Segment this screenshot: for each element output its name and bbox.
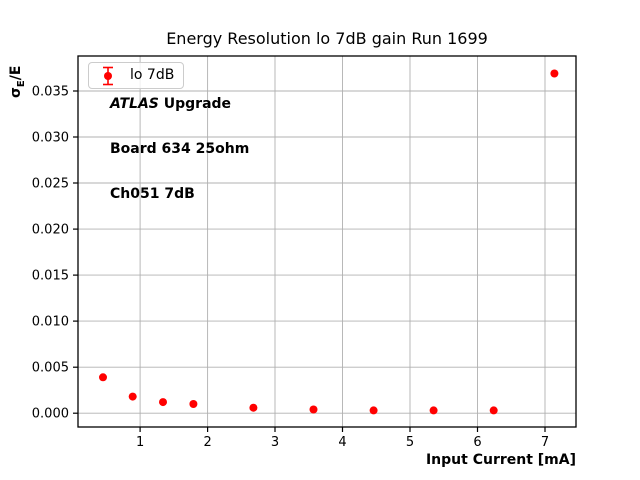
svg-text:0.030: 0.030 (32, 131, 69, 146)
svg-text:5: 5 (406, 435, 414, 450)
svg-text:7: 7 (541, 435, 549, 450)
legend-box: lo 7dB (88, 62, 184, 89)
svg-text:0.035: 0.035 (32, 85, 69, 100)
annotation-upgrade: Upgrade (158, 96, 232, 112)
legend-series-label: lo 7dB (130, 67, 175, 83)
svg-text:6: 6 (473, 435, 481, 450)
annotation-text: ATLAS Upgrade Board 634 25ohm Ch051 7dB (110, 67, 249, 232)
svg-text:4: 4 (338, 435, 346, 450)
annotation-line-1: ATLAS Upgrade (110, 97, 249, 112)
svg-text:3: 3 (271, 435, 279, 450)
svg-text:0.005: 0.005 (32, 361, 69, 376)
chart-title: Energy Resolution lo 7dB gain Run 1699 (166, 29, 488, 48)
annotation-atlas: ATLAS (110, 96, 159, 112)
errorbar-marker-icon (103, 66, 113, 86)
svg-text:0.020: 0.020 (32, 223, 69, 238)
svg-text:0.010: 0.010 (32, 315, 69, 330)
x-axis-label: Input Current [mA] (425, 452, 576, 468)
svg-text:0.025: 0.025 (32, 177, 69, 192)
svg-text:0.015: 0.015 (32, 269, 69, 284)
svg-text:2: 2 (203, 435, 211, 450)
annotation-line-3: Ch051 7dB (110, 186, 195, 202)
svg-text:1: 1 (136, 435, 144, 450)
annotation-line-2: Board 634 25ohm (110, 141, 250, 157)
svg-text:0.000: 0.000 (32, 407, 69, 422)
